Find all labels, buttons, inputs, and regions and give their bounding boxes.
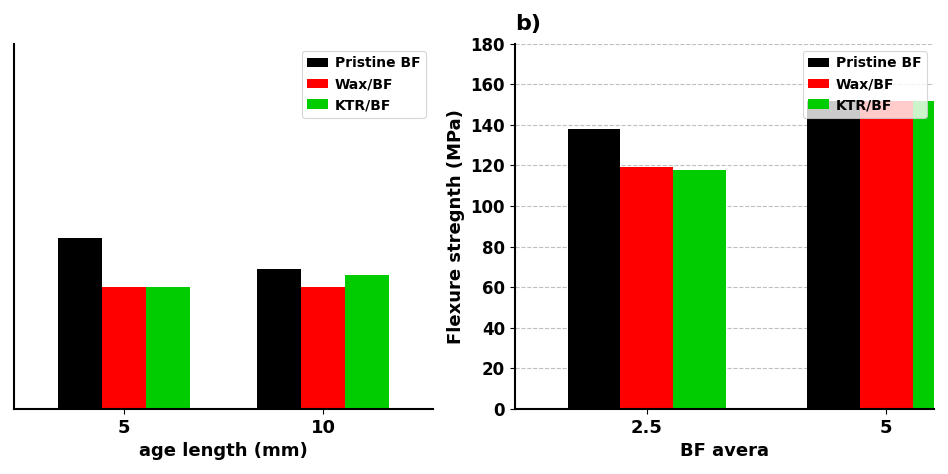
Legend: Pristine BF, Wax/BF, KTR/BF: Pristine BF, Wax/BF, KTR/BF (803, 51, 927, 118)
Bar (258, 269, 301, 474)
Y-axis label: Flexure stregnth (MPa): Flexure stregnth (MPa) (447, 109, 465, 344)
Bar (568, 129, 620, 409)
Bar (620, 167, 673, 409)
Bar (860, 100, 913, 409)
Text: b): b) (515, 14, 541, 34)
Bar (58, 238, 101, 474)
Bar (913, 100, 948, 409)
Bar (146, 287, 190, 474)
Bar (101, 287, 146, 474)
Legend: Pristine BF, Wax/BF, KTR/BF: Pristine BF, Wax/BF, KTR/BF (301, 51, 427, 118)
X-axis label: BF avera: BF avera (680, 442, 769, 460)
Bar (345, 275, 390, 474)
Bar (673, 170, 726, 409)
Bar (301, 287, 345, 474)
Bar (807, 100, 860, 409)
X-axis label: age length (mm): age length (mm) (139, 442, 308, 460)
